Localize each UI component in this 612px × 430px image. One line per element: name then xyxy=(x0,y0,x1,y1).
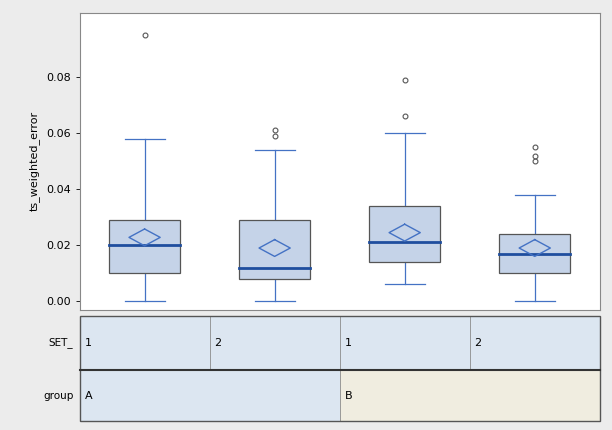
Bar xyxy=(239,220,310,279)
Text: A: A xyxy=(84,390,92,401)
Y-axis label: ts_weighted_error: ts_weighted_error xyxy=(29,111,40,211)
Text: B: B xyxy=(345,390,352,401)
Text: SET_: SET_ xyxy=(49,338,73,348)
Bar xyxy=(109,220,181,273)
Bar xyxy=(369,206,441,262)
Text: 2: 2 xyxy=(475,338,482,348)
Text: 1: 1 xyxy=(345,338,351,348)
Text: group: group xyxy=(43,390,73,401)
Text: 2: 2 xyxy=(215,338,222,348)
Bar xyxy=(499,234,570,273)
Text: 1: 1 xyxy=(84,338,91,348)
